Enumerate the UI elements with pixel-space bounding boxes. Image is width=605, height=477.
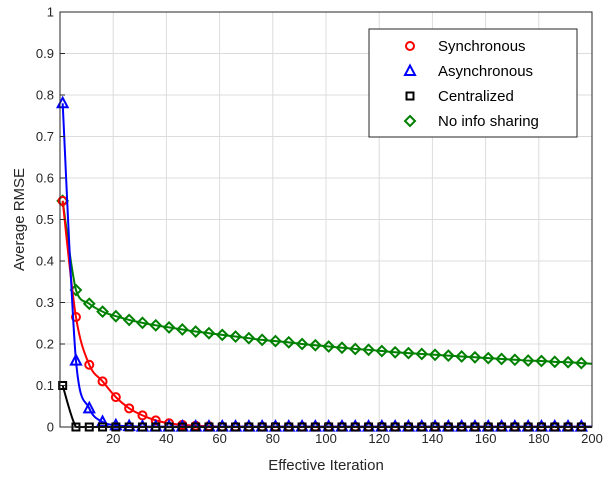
data-point-no-info-sharing [295, 337, 309, 351]
data-point-no-info-sharing [535, 354, 548, 368]
data-point-no-info-sharing [282, 335, 296, 349]
data-point-no-info-sharing [202, 326, 216, 340]
data-point-synchronous [110, 392, 121, 403]
axis-ticks [60, 11, 593, 428]
data-point-no-info-sharing [162, 320, 176, 334]
x-tick-label: 100 [315, 431, 337, 446]
y-tick-label: 0.8 [36, 88, 54, 103]
legend-marker-centralized [405, 91, 415, 101]
legend-marker-no-info-sharing [403, 114, 417, 128]
data-point-no-info-sharing [375, 344, 389, 358]
x-tick-label: 40 [159, 431, 173, 446]
legend-marker-synchronous [405, 41, 415, 51]
data-point-no-info-sharing [455, 350, 469, 363]
x-tick-label: 160 [475, 431, 497, 446]
data-point-no-info-sharing [269, 334, 282, 348]
legend-label-centralized: Centralized [438, 88, 514, 105]
data-point-no-info-sharing [308, 338, 322, 352]
data-point-no-info-sharing [362, 343, 375, 357]
data-point-no-info-sharing [468, 350, 482, 364]
data-point-no-info-sharing [242, 331, 256, 345]
y-tick-label: 1 [47, 5, 54, 20]
x-tick-label: 20 [106, 431, 120, 446]
legend-item-asynchronous: Asynchronous [403, 63, 533, 80]
data-point-no-info-sharing [548, 355, 562, 369]
y-tick-label: 0.4 [36, 254, 54, 269]
data-point-no-info-sharing [215, 328, 229, 342]
data-point-no-info-sharing [335, 341, 349, 355]
legend-box [368, 28, 578, 138]
x-tick-label: 200 [581, 431, 603, 446]
y-tick-label: 0.6 [36, 171, 54, 186]
data-point-no-info-sharing [428, 348, 442, 362]
legend: Synchronous Asynchronous Centralized No inf… [368, 28, 578, 138]
data-point-no-info-sharing [388, 345, 402, 359]
y-tick-label: 0 [47, 420, 54, 435]
data-point-no-info-sharing [229, 330, 242, 343]
x-tick-label: 80 [266, 431, 280, 446]
data-point-no-info-sharing [82, 297, 96, 311]
data-point-no-info-sharing [508, 353, 522, 367]
data-point-no-info-sharing [521, 354, 535, 368]
data-point-no-info-sharing [149, 318, 163, 332]
y-tick-label: 0.5 [36, 212, 54, 227]
legend-label-asynchronous: Asynchronous [438, 63, 533, 80]
data-point-centralized [58, 381, 68, 390]
data-point-no-info-sharing [348, 342, 362, 356]
legend-label-synchronous: Synchronous [438, 38, 526, 55]
data-point-no-info-sharing [322, 340, 336, 353]
data-point-no-info-sharing [441, 349, 455, 363]
data-point-no-info-sharing [189, 325, 203, 338]
data-point-no-info-sharing [175, 323, 189, 336]
legend-label-no-info-sharing: No info sharing [438, 113, 539, 130]
data-point-no-info-sharing [561, 355, 575, 369]
data-point-no-info-sharing [481, 351, 495, 365]
tick-labels: 20 40 60 80 100 120 140 160 180 200 0 0.1 0.2 0.3 0.4 0… [36, 5, 603, 447]
data-point-no-info-sharing [255, 333, 269, 347]
y-tick-label: 0.2 [36, 337, 54, 352]
y-tick-label: 0.1 [36, 378, 54, 393]
data-point-synchronous [70, 312, 81, 323]
data-point-asynchronous [69, 352, 83, 366]
data-point-no-info-sharing [122, 313, 136, 327]
data-point-synchronous [124, 403, 135, 414]
data-point-synchronous [84, 359, 95, 370]
data-point-asynchronous [82, 400, 96, 414]
data-point-no-info-sharing [96, 305, 109, 319]
legend-marker-asynchronous [403, 63, 417, 76]
data-point-no-info-sharing [415, 347, 429, 361]
x-tick-label: 60 [212, 431, 226, 446]
y-tick-label: 0.7 [36, 129, 54, 144]
y-axis-title: Average RMSE [11, 168, 28, 271]
legend-item-no-info-sharing: No info sharing [403, 113, 539, 130]
x-tick-label: 180 [528, 431, 550, 446]
data-point-no-info-sharing [136, 316, 149, 330]
x-axis-title: Effective Iteration [268, 457, 384, 474]
legend-item-centralized: Centralized [405, 88, 514, 105]
data-point-no-info-sharing [495, 352, 508, 366]
data-point-no-info-sharing [574, 356, 588, 370]
data-point-synchronous [97, 376, 108, 387]
legend-item-synchronous: Synchronous [405, 38, 526, 55]
x-tick-label: 120 [368, 431, 390, 446]
data-point-no-info-sharing [109, 309, 123, 323]
data-point-no-info-sharing [402, 346, 415, 360]
x-tick-label: 140 [422, 431, 444, 446]
y-tick-label: 0.3 [36, 295, 54, 310]
y-tick-label: 0.9 [36, 46, 54, 61]
